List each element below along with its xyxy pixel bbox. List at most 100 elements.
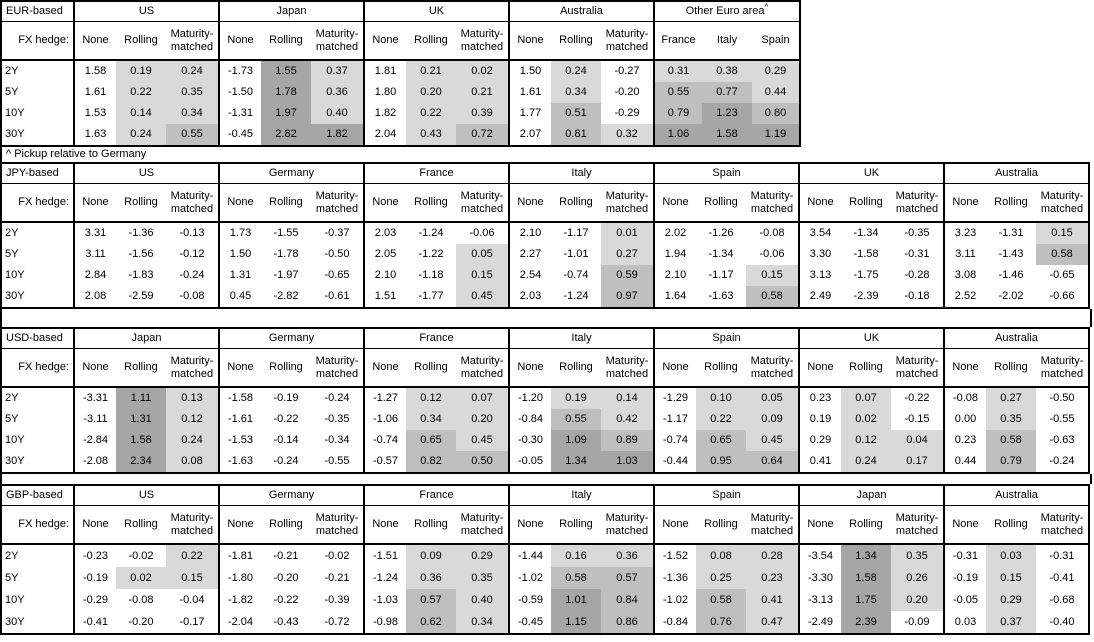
value-cell: 1.77: [508, 103, 551, 124]
column-header: Rolling: [551, 505, 601, 545]
value-cell: 0.97: [601, 286, 654, 308]
value-cell: 2.03: [508, 286, 551, 308]
value-cell: 1.11: [116, 387, 166, 409]
value-cell: -0.41: [1049, 571, 1075, 584]
table-row: 2Y -0.23 -0.02 0.22 -1.81 -0.21 -0.02 -1.51 0.09…: [1, 544, 1089, 567]
value-cell: 1.81: [363, 60, 406, 82]
group-name: France: [419, 332, 454, 345]
value-cell: -1.63: [708, 290, 734, 303]
group-name: Other Euro area: [685, 5, 765, 18]
value-cell: 0.40: [311, 103, 364, 124]
value-cell: 1.31: [116, 409, 166, 430]
group-header-row: USD-based Japan Germany France Italy Spain UK A…: [1, 328, 1089, 349]
value-cell: 2.27: [508, 244, 551, 265]
value-cell: -0.24: [273, 455, 299, 468]
value-cell: -0.40: [1049, 615, 1075, 628]
value-cell: 0.19: [551, 387, 601, 409]
value-cell: -0.31: [1049, 549, 1075, 562]
value-cell: 0.23: [943, 430, 986, 451]
value-cell: -0.06: [759, 248, 785, 261]
value-cell: 0.25: [696, 567, 746, 589]
value-cell: 1.82: [311, 124, 364, 146]
value-cell: 0.55: [166, 124, 219, 146]
column-header: Rolling: [841, 505, 891, 545]
table-row: 5Y -0.19 0.02 0.15 -1.80 -0.20 -0.21 -1.24 0.36 0…: [1, 567, 1089, 589]
maturity-label: 30Y: [5, 615, 25, 628]
value-cell: -2.59: [128, 290, 154, 303]
table-row: 2Y 1.58 0.19 0.24 -1.73 1.55 0.37 1.81 0.21 0.02 1…: [1, 60, 800, 82]
value-cell: 1.82: [363, 103, 406, 124]
value-cell: 1.73: [218, 222, 261, 244]
value-cell: -1.06: [363, 409, 406, 430]
spacer: [0, 474, 1092, 484]
value-cell: -0.20: [273, 571, 299, 584]
value-cell: -2.02: [998, 290, 1024, 303]
value-cell: 1.09: [551, 430, 601, 451]
value-cell: 0.35: [456, 567, 509, 589]
value-cell: 0.57: [406, 589, 456, 611]
column-header: Rolling: [116, 505, 166, 545]
value-cell: -0.74: [653, 430, 696, 451]
table-row: 2Y -3.31 1.11 0.13 -1.58 -0.19 -0.24 -1.27 0.12 0…: [1, 387, 1089, 409]
value-cell: 0.41: [798, 451, 841, 473]
value-cell: 0.79: [653, 103, 702, 124]
value-cell: -1.34: [853, 227, 879, 240]
value-cell: 1.15: [551, 611, 601, 634]
value-cell: -1.50: [218, 82, 261, 103]
value-cell: -1.61: [218, 409, 261, 430]
column-header: Maturity-matched: [456, 505, 509, 545]
value-cell: 3.11: [943, 244, 986, 265]
value-cell: 0.36: [311, 82, 364, 103]
value-cell: 0.51: [551, 103, 601, 124]
value-cell: 3.13: [798, 265, 841, 286]
fx-hedge-label: FX hedge:: [1, 505, 74, 545]
group-header-row: EUR-based US Japan UK Australia Other Euro ar…: [1, 1, 800, 22]
value-cell: -0.12: [179, 248, 205, 261]
value-cell: 0.77: [702, 82, 752, 103]
value-cell: 0.34: [456, 611, 509, 634]
footnote-marker: ^: [764, 2, 769, 12]
table-row: 30Y 1.63 0.24 0.55 -0.45 2.82 1.82 2.04 0.43 0.72…: [1, 124, 800, 146]
value-cell: -0.08: [759, 227, 785, 240]
value-cell: -0.98: [363, 611, 406, 634]
value-cell: 0.20: [406, 82, 456, 103]
value-cell: 0.64: [746, 451, 799, 473]
value-cell: -1.75: [853, 269, 879, 282]
group-header: Germany: [218, 328, 364, 349]
value-cell: 2.10: [653, 265, 696, 286]
group-header: Spain: [653, 163, 799, 184]
value-cell: 0.29: [456, 544, 509, 567]
group-header: Australia: [508, 1, 654, 22]
column-header: None: [798, 183, 841, 223]
value-cell: 0.29: [798, 430, 841, 451]
value-cell: 0.02: [841, 409, 891, 430]
value-cell: 0.58: [986, 430, 1036, 451]
value-cell: -1.17: [653, 409, 696, 430]
value-cell: 0.55: [551, 409, 601, 430]
value-cell: 0.44: [943, 451, 986, 473]
value-cell: 0.35: [166, 82, 219, 103]
value-cell: -1.81: [218, 544, 261, 567]
value-cell: -1.73: [218, 60, 261, 82]
group-name: Spain: [712, 332, 741, 345]
value-cell: -2.04: [218, 611, 261, 634]
value-cell: 1.50: [218, 244, 261, 265]
group-header: UK: [363, 1, 509, 22]
column-header: Maturity-matched: [746, 348, 799, 388]
value-cell: -1.58: [853, 248, 879, 261]
value-cell: -0.02: [324, 549, 350, 562]
maturity-label: 2Y: [5, 65, 19, 78]
value-cell: -0.18: [904, 290, 930, 303]
value-cell: -0.41: [73, 611, 116, 634]
group-name: France: [419, 489, 454, 502]
value-cell: -0.08: [128, 593, 154, 606]
column-header: None: [218, 183, 261, 223]
value-cell: 0.86: [601, 611, 654, 634]
column-header: Rolling: [696, 505, 746, 545]
value-cell: -1.78: [273, 248, 299, 261]
value-cell: -3.30: [798, 567, 841, 589]
value-cell: 0.89: [601, 430, 654, 451]
table-row: 30Y 2.08 -2.59 -0.08 0.45 -2.82 -0.61 1.51 -1.77…: [1, 286, 1089, 308]
value-cell: 0.29: [986, 589, 1036, 611]
